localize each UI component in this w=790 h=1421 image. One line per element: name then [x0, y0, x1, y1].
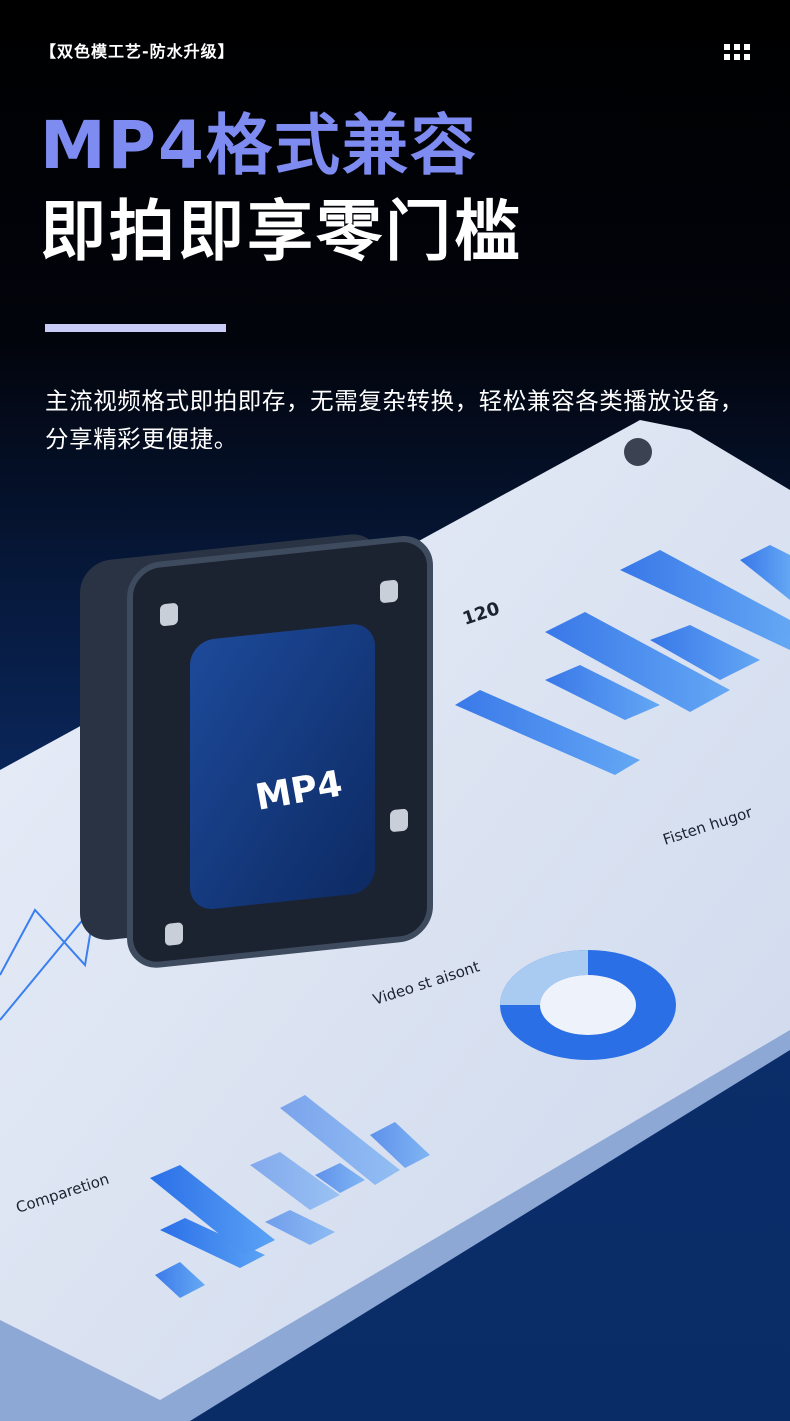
panel-label: Video st aisont: [371, 957, 482, 1008]
bar-group: [455, 545, 790, 775]
panel-label: Fisten hugor: [661, 803, 756, 849]
bar-group-2: [150, 1095, 430, 1298]
headline: 即拍即享零门槛: [40, 193, 523, 270]
tag: 【双色模工艺-防水升级】: [40, 42, 235, 61]
panel-label: 120: [460, 598, 502, 630]
headline-accent: MP4格式兼容: [40, 107, 478, 184]
line-decor: [0, 901, 97, 1021]
panel-label: Comparetion: [14, 1170, 112, 1217]
donut-slice: [500, 950, 588, 1005]
description: 主流视频格式即拍即存，无需复杂转换，轻松兼容各类播放设备，分享精彩更便捷。: [45, 387, 744, 453]
donut-hole: [540, 975, 636, 1035]
divider: [45, 324, 226, 332]
chip-label: MP4: [252, 763, 345, 819]
knob: [624, 438, 652, 466]
chip: [80, 534, 433, 968]
menu-icon[interactable]: [724, 44, 750, 60]
